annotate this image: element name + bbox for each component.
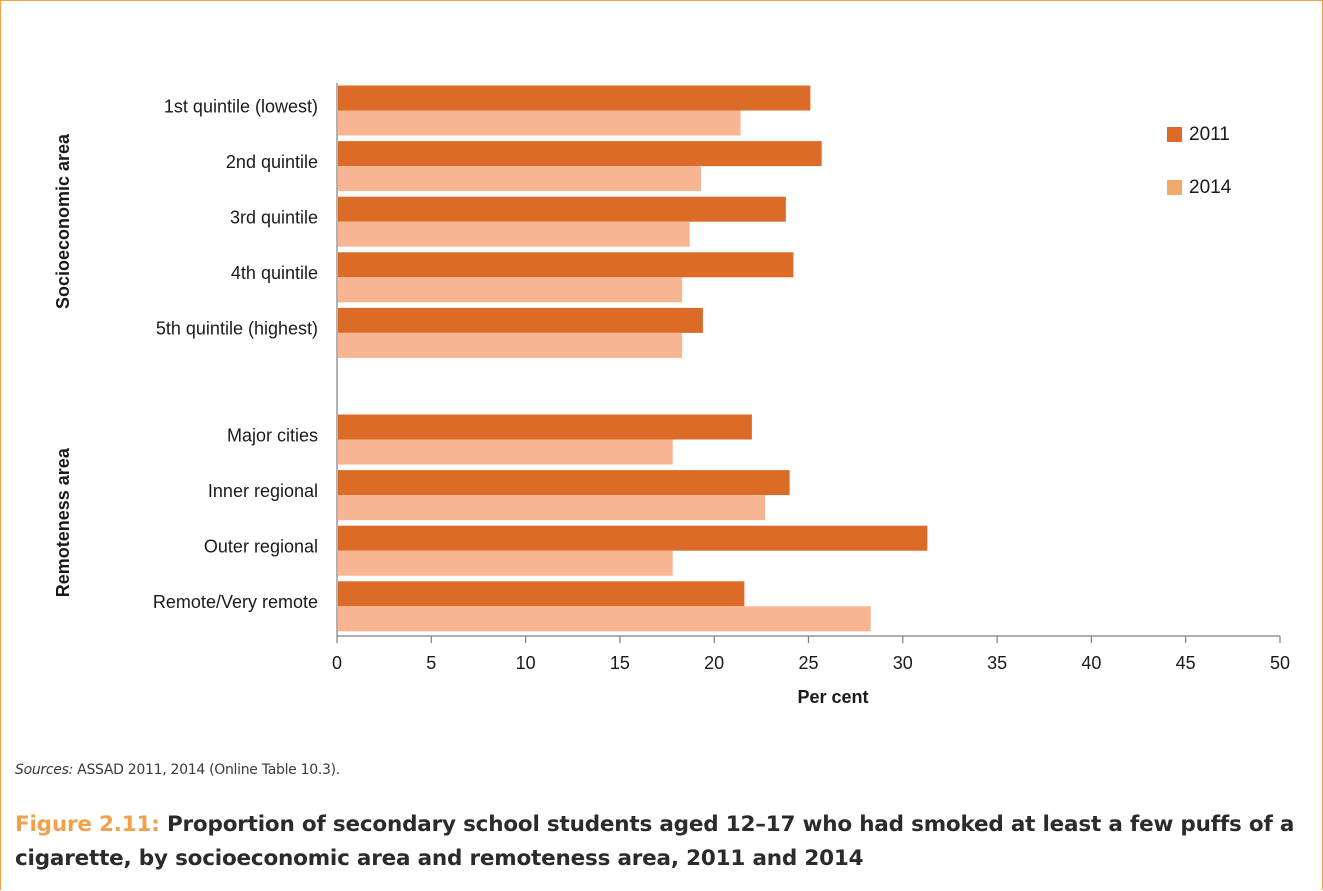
category-label: 4th quintile	[231, 263, 318, 283]
category-label: 1st quintile (lowest)	[164, 96, 318, 116]
bar-2011-major-cities	[338, 414, 752, 440]
x-tick-label: 15	[610, 653, 630, 673]
x-tick-label: 20	[704, 653, 724, 673]
sources-text: ASSAD 2011, 2014 (Online Table 10.3).	[77, 762, 340, 778]
bar-2014-5th-quintile-highest-	[338, 332, 683, 358]
sources-label: Sources:	[15, 762, 74, 778]
legend-swatch-2011	[1167, 127, 1182, 142]
x-axis-label: Per cent	[797, 687, 868, 707]
legend-label-2011: 2011	[1189, 124, 1230, 145]
bar-2011-4th-quintile	[338, 252, 794, 278]
bar-2011-2nd-quintile	[338, 141, 822, 167]
bar-2014-4th-quintile	[338, 277, 683, 303]
legend-swatch-2014	[1167, 180, 1182, 195]
legend: 2011 2014	[1167, 124, 1232, 198]
bar-2011-3rd-quintile	[338, 196, 786, 222]
bar-2014-major-cities	[338, 439, 673, 465]
bar-2014-2nd-quintile	[338, 166, 701, 192]
bar-2014-1st-quintile-lowest-	[338, 110, 741, 136]
category-label: 2nd quintile	[226, 152, 318, 172]
x-tick-label: 35	[987, 653, 1007, 673]
group-label: Socioeconomic area	[53, 133, 73, 309]
bar-2011-5th-quintile-highest-	[338, 307, 703, 333]
bar-chart: 0 5 10 15 20 25 30 35 40 45 50 1st quintile (lowes…	[53, 83, 1290, 707]
figure-title: Proportion of secondary school students …	[15, 812, 1295, 871]
bar-2014-3rd-quintile	[338, 221, 690, 247]
group-label: Remoteness area	[53, 447, 73, 597]
category-label: 5th quintile (highest)	[156, 319, 318, 339]
category-label: 3rd quintile	[230, 207, 318, 227]
bars-layer	[338, 85, 928, 632]
x-tick-label: 50	[1270, 653, 1290, 673]
group-labels: Socioeconomic area Remoteness area	[53, 133, 73, 597]
bar-2011-remote-very-remote	[338, 581, 745, 607]
x-tick-label: 45	[1176, 653, 1196, 673]
bar-2011-outer-regional	[338, 525, 928, 551]
legend-label-2014: 2014	[1189, 177, 1232, 198]
figure-number: Figure 2.11:	[15, 812, 160, 837]
category-labels: 1st quintile (lowest) 2nd quintile 3rd qui…	[153, 96, 318, 612]
sources-note: Sources: ASSAD 2011, 2014 (Online Table …	[15, 762, 340, 778]
category-label: Remote/Very remote	[153, 592, 318, 612]
category-label: Major cities	[227, 425, 318, 445]
category-label: Outer regional	[204, 536, 318, 556]
bar-2014-inner-regional	[338, 495, 766, 521]
x-tick-label: 30	[893, 653, 913, 673]
x-tick-label: 0	[332, 653, 342, 673]
x-tick-label: 10	[516, 653, 536, 673]
x-ticks: 0 5 10 15 20 25 30 35 40 45 50	[332, 636, 1290, 673]
x-tick-label: 5	[426, 653, 436, 673]
x-tick-label: 40	[1081, 653, 1101, 673]
figure-caption: Figure 2.11: Proportion of secondary sch…	[15, 808, 1295, 876]
x-tick-label: 25	[798, 653, 818, 673]
category-label: Inner regional	[208, 481, 318, 501]
bar-2014-outer-regional	[338, 550, 673, 576]
bar-2014-remote-very-remote	[338, 606, 871, 632]
bar-2011-inner-regional	[338, 470, 790, 496]
bar-2011-1st-quintile-lowest-	[338, 85, 811, 111]
